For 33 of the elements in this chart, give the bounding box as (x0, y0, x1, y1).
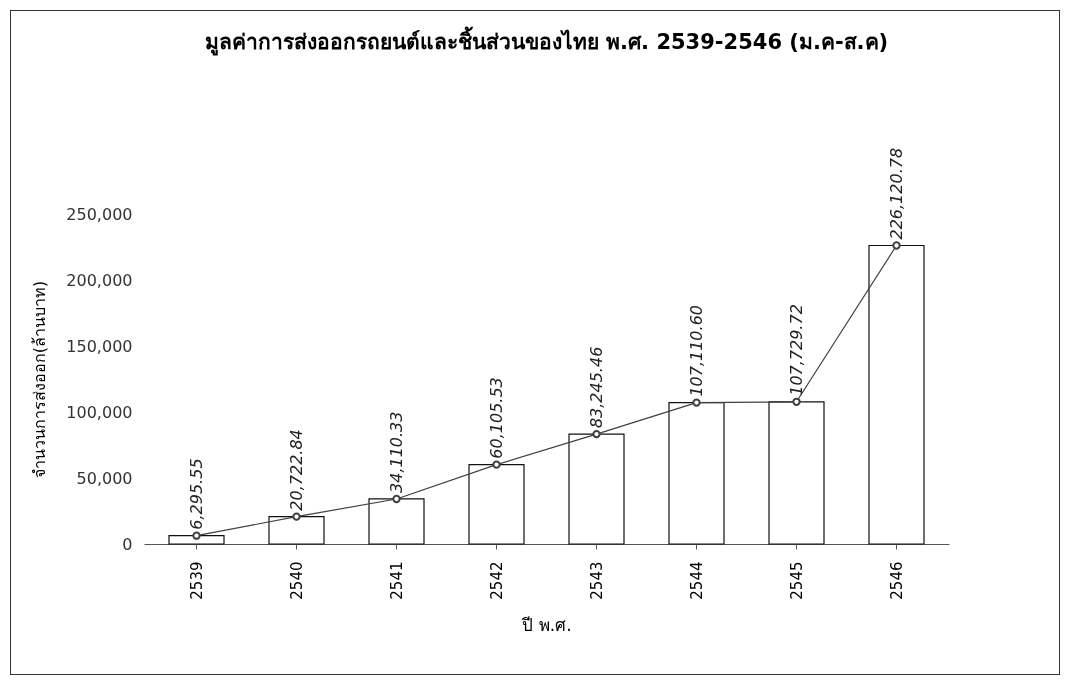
y-axis-title: จำนวนการส่งออก(ล้านบาท) (30, 280, 50, 479)
x-tick-label: 2539 (187, 561, 206, 600)
point (292, 512, 301, 521)
y-tick-label: 200,000 (66, 270, 133, 290)
chart-title: มูลค่าการส่งออกรถยนต์และชิ้นส่วนของไทย พ.ศ. 2539-2546 (ม.ค-ส.ค) (204, 25, 889, 56)
point (192, 531, 201, 540)
x-tick-label: 2543 (587, 561, 606, 600)
data-label: 60,105.53 (486, 377, 506, 459)
y-tick-label: 150,000 (66, 336, 133, 356)
point (892, 241, 901, 250)
x-tick-label: 2542 (487, 561, 506, 600)
y-tick-label: 250,000 (66, 204, 133, 224)
x-tick-label: 2544 (687, 561, 706, 600)
x-tick-label: 2540 (287, 561, 306, 600)
data-label: 107,110.60 (686, 305, 706, 397)
data-label: 34,110.33 (386, 411, 406, 493)
x-axis-title: ปี พ.ศ. (521, 614, 572, 635)
data-label: 20,722.84 (286, 429, 306, 511)
x-tick-label: 2546 (887, 561, 906, 600)
point (592, 429, 601, 439)
y-tick-label: 50,000 (76, 468, 133, 488)
data-label: 226,120.78 (886, 147, 906, 240)
data-label: 107,729.72 (786, 304, 806, 396)
y-tick-label: 100,000 (66, 402, 133, 422)
point (692, 398, 701, 407)
point (492, 460, 501, 469)
point (792, 397, 801, 406)
x-tick-label: 2545 (787, 561, 806, 600)
data-label: 83,245.46 (586, 346, 606, 429)
y-tick-label: 0 (122, 534, 133, 554)
x-tick-label: 2541 (387, 561, 406, 600)
point (392, 494, 401, 504)
data-label: 6,295.55 (186, 458, 206, 530)
